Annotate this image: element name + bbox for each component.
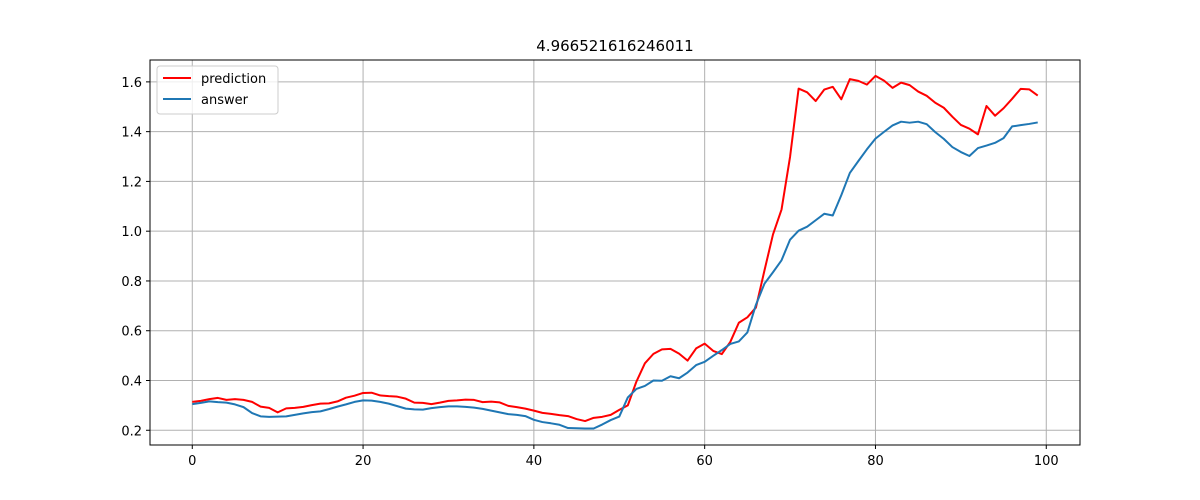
chart-title: 4.966521616246011: [536, 37, 693, 55]
y-tick-label: 1.6: [121, 76, 142, 91]
x-tick-label: 40: [526, 454, 543, 469]
y-tick-label: 0.4: [121, 374, 142, 389]
y-tick-label: 1.2: [121, 175, 142, 190]
legend: prediction answer: [156, 65, 279, 115]
x-tick-label: 20: [355, 454, 372, 469]
series-line-prediction: [192, 74, 1039, 423]
legend-label-prediction: prediction: [201, 72, 266, 87]
series-line-answer: [192, 120, 1038, 430]
y-tick-label: 0.6: [121, 325, 142, 340]
y-tick-label: 1.4: [121, 126, 142, 141]
x-tick-label: 60: [696, 454, 713, 469]
x-tick-label: 100: [1034, 454, 1059, 469]
legend-label-answer: answer: [201, 93, 249, 108]
grid-layer: [150, 60, 1080, 445]
y-tick-label: 0.2: [121, 424, 142, 439]
y-tick-label: 0.8: [121, 275, 142, 290]
series-layer: [192, 74, 1039, 430]
x-tick-label: 80: [867, 454, 884, 469]
y-tick-label: 1.0: [121, 225, 142, 240]
plot-frame: [149, 59, 1081, 446]
axis-layer: 0 20 40 60 80 100 0.2 0.4 0.6 0.8 1.0 1.2 1.4 1.6: [121, 76, 1058, 469]
x-tick-label: 0: [188, 454, 196, 469]
